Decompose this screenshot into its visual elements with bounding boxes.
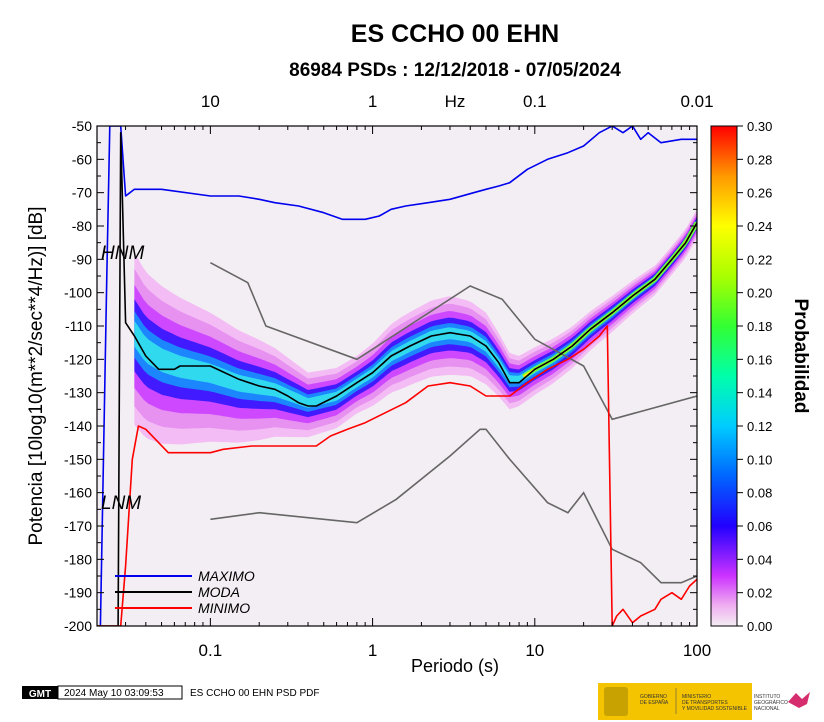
- x-axis-ticks: 0.1 1 10 100: [96, 126, 711, 660]
- gov-line1: GOBIERNO: [640, 694, 667, 700]
- y-tick-label: -200: [64, 618, 92, 634]
- top-tick-label: 0.1: [523, 92, 547, 111]
- legend-maximo-label: MAXIMO: [198, 568, 255, 584]
- y-tick-label: -170: [64, 518, 92, 534]
- colorbar-tick-label: 0.24: [747, 219, 772, 234]
- gmt-logo: [22, 686, 58, 699]
- colorbar-tick-label: 0.12: [747, 419, 772, 434]
- x-axis-label: Periodo (s): [411, 656, 499, 676]
- y-tick-label: -100: [64, 285, 92, 301]
- top-tick-label: 1: [368, 92, 377, 111]
- density-band-3: [134, 217, 697, 418]
- x-tick-label: 10: [525, 641, 544, 660]
- y-tick-label: -150: [64, 451, 92, 467]
- statistics-layer: [97, 126, 697, 626]
- colorbar-tick-label: 0.28: [747, 152, 772, 167]
- colorbar-tick-label: 0.14: [747, 386, 772, 401]
- colorbar-tick-label: 0.26: [747, 186, 772, 201]
- colorbar-tick-label: 0.06: [747, 519, 772, 534]
- y-tick-label: -80: [72, 218, 92, 234]
- colorbar-tick-label: 0.08: [747, 486, 772, 501]
- y-axis-label: Potencia [10log10(m**2/sec**4/Hz)] [dB]: [26, 206, 47, 545]
- hnm-curve: [210, 261, 697, 421]
- colorbar: [710, 125, 738, 627]
- colorbar-ticks: 0.30 0.28 0.26 0.24 0.22 0.20 0.18 0.16 0.14 0.12…: [737, 119, 772, 634]
- gmt-logo-text: GMT: [29, 689, 51, 700]
- colorbar-tick-label: 0.00: [747, 619, 772, 634]
- x-tick-label: 1: [368, 641, 377, 660]
- timestamp: 2024 May 10 03:09:53: [64, 688, 164, 699]
- colorbar-tick-label: 0.02: [747, 586, 772, 601]
- chart-subtitle: 86984 PSDs : 12/12/2018 - 07/05/2024: [289, 60, 621, 81]
- ign-line3: NACIONAL: [754, 706, 780, 712]
- series-moda-line: [97, 131, 697, 626]
- y-tick-label: -50: [72, 118, 92, 134]
- top-tick-label: 0.01: [680, 92, 713, 111]
- top-axis-unit: Hz: [445, 92, 466, 111]
- y-tick-label: -160: [64, 485, 92, 501]
- y-tick-label: -120: [64, 351, 92, 367]
- colorbar-tick-label: 0.16: [747, 352, 772, 367]
- y-tick-label: -130: [64, 385, 92, 401]
- legend: MAXIMO MODA MINIMO: [115, 568, 255, 616]
- legend-minimo-label: MINIMO: [198, 600, 250, 616]
- top-tick-label: 10: [201, 92, 220, 111]
- ministry-line2: DE TRANSPORTES: [682, 700, 728, 706]
- ign-line2: GEOGRÁFICO: [754, 699, 788, 706]
- colorbar-label: Probabilidad: [790, 298, 811, 413]
- y-tick-label: -110: [65, 318, 92, 334]
- timestamp-box: [57, 685, 183, 700]
- lnm-curve: [210, 428, 697, 584]
- legend-moda-label: MODA: [198, 584, 240, 600]
- y-tick-label: -140: [64, 418, 92, 434]
- chart-title: ES CCHO 00 EHN: [351, 20, 559, 48]
- y-axis-ticks: -50 -60 -70 -80 -90 -100 -110 -120 -130 -140 -150 -…: [64, 118, 697, 634]
- footer: GMT 2024 May 10 03:09:53 ES CCHO 00 EHN …: [22, 683, 810, 720]
- colorbar-tick-label: 0.20: [747, 286, 772, 301]
- y-tick-label: -70: [72, 185, 92, 201]
- colorbar-tick-label: 0.10: [747, 452, 772, 467]
- top-axis-ticks: 10 1 0.1 0.01: [201, 92, 714, 111]
- y-tick-label: -60: [72, 151, 92, 167]
- spain-coat-of-arms-icon: [604, 687, 628, 716]
- y-tick-label: -190: [64, 585, 92, 601]
- colorbar-tick-label: 0.04: [747, 552, 772, 567]
- ministry-line3: Y MOVILIDAD SOSTENIBLE: [682, 706, 748, 712]
- lnm-label: LNM: [101, 493, 141, 514]
- x-tick-label: 100: [683, 641, 711, 660]
- colorbar-tick-label: 0.22: [747, 252, 772, 267]
- ministry-line1: MINISTERIO: [682, 694, 711, 700]
- density-band-2: [134, 214, 697, 424]
- y-tick-label: -90: [72, 251, 92, 267]
- noise-model-layer: [210, 261, 697, 584]
- gov-line2: DE ESPAÑA: [640, 699, 669, 706]
- footer-caption: ES CCHO 00 EHN PSD PDF: [190, 688, 319, 699]
- series-minimo-line: [97, 325, 697, 626]
- hnm-label: HNM: [101, 243, 144, 264]
- x-tick-label: 0.1: [199, 641, 223, 660]
- ign-logo-icon: [788, 692, 810, 708]
- series-maximo-line: [97, 126, 697, 626]
- colorbar-tick-label: 0.18: [747, 319, 772, 334]
- colorbar-tick-label: 0.30: [747, 119, 772, 134]
- y-tick-label: -180: [64, 551, 92, 567]
- ign-line1: INSTITUTO: [754, 694, 780, 700]
